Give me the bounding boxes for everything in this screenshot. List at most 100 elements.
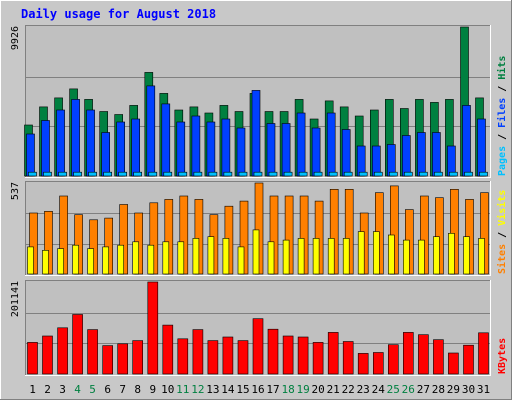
legend-entry-kbytes: KBytes bbox=[497, 338, 508, 374]
x-tick-label-day-26: 26 bbox=[402, 383, 415, 396]
bar-files-day-11 bbox=[176, 121, 186, 177]
bar-visits-day-8 bbox=[132, 241, 139, 275]
x-tick-label-day-2: 2 bbox=[44, 383, 51, 396]
bar-pages-day-25 bbox=[388, 171, 398, 177]
x-tick-label-day-8: 8 bbox=[134, 383, 141, 396]
x-tick-label-day-19: 19 bbox=[296, 383, 309, 396]
bar-files-day-13 bbox=[206, 121, 216, 177]
x-tick-label-day-27: 27 bbox=[417, 383, 430, 396]
bar-visits-day-22 bbox=[342, 238, 350, 275]
bar-pages-day-16 bbox=[253, 171, 263, 177]
x-tick-label-day-4: 4 bbox=[74, 383, 81, 396]
bar-kbytes-day-24 bbox=[372, 352, 384, 375]
bar-visits-day-31 bbox=[478, 238, 485, 275]
bar-visits-day-30 bbox=[463, 236, 470, 275]
panel-sites-visits: 537 Sites / Visits bbox=[10, 181, 508, 276]
x-tick-label-day-15: 15 bbox=[236, 383, 249, 396]
x-tick-label-day-23: 23 bbox=[357, 383, 370, 396]
bar-kbytes-day-27 bbox=[418, 334, 429, 375]
x-tick-label-day-20: 20 bbox=[311, 383, 324, 396]
bar-pages-day-13 bbox=[208, 171, 218, 177]
bar-kbytes-day-4 bbox=[72, 314, 83, 375]
bar-kbytes-day-28 bbox=[433, 339, 444, 375]
legend-entry-files: Files bbox=[496, 98, 508, 128]
legend-entry-pages: Pages bbox=[497, 146, 508, 176]
y-max-label: 537 bbox=[10, 182, 21, 200]
legend: Pages / Files / Hits bbox=[496, 56, 508, 176]
bar-files-day-17 bbox=[266, 123, 276, 177]
bar-kbytes-day-22 bbox=[342, 341, 354, 375]
bar-kbytes-day-11 bbox=[177, 338, 189, 375]
legend-entry-visits: Visits bbox=[496, 190, 508, 226]
bar-pages-day-1 bbox=[28, 171, 37, 177]
bar-files-day-28 bbox=[432, 132, 441, 177]
bar-pages-day-9 bbox=[148, 171, 158, 177]
bar-files-day-6 bbox=[101, 132, 110, 177]
bar-files-day-25 bbox=[386, 144, 396, 177]
bar-kbytes-day-20 bbox=[312, 342, 324, 375]
bar-files-day-23 bbox=[356, 145, 366, 177]
bar-files-day-2 bbox=[41, 120, 50, 177]
bar-files-day-12 bbox=[191, 115, 201, 177]
bar-kbytes-day-29 bbox=[448, 352, 459, 375]
bar-visits-day-12 bbox=[192, 238, 200, 275]
bar-kbytes-day-15 bbox=[237, 340, 249, 375]
bar-pages-day-4 bbox=[73, 171, 82, 177]
bar-visits-day-27 bbox=[418, 239, 425, 275]
bar-files-day-3 bbox=[56, 109, 65, 177]
bar-files-day-1 bbox=[26, 133, 35, 177]
bar-pages-day-19 bbox=[298, 171, 308, 177]
bar-kbytes-day-18 bbox=[282, 335, 294, 375]
x-tick-label-day-5: 5 bbox=[89, 383, 96, 396]
bar-pages-day-10 bbox=[163, 171, 173, 177]
bar-files-day-10 bbox=[161, 103, 171, 177]
bar-pages-day-15 bbox=[238, 171, 248, 177]
bar-pages-day-27 bbox=[419, 171, 428, 177]
bar-kbytes-day-26 bbox=[402, 332, 414, 375]
bar-files-day-9 bbox=[146, 85, 156, 177]
legend-entry-sites: Sites bbox=[496, 244, 508, 274]
bar-pages-day-2 bbox=[43, 171, 52, 177]
x-tick-label-day-30: 30 bbox=[462, 383, 475, 396]
bar-visits-day-14 bbox=[222, 238, 230, 275]
x-tick-label-day-9: 9 bbox=[149, 383, 156, 396]
bar-kbytes-day-5 bbox=[87, 329, 98, 375]
bar-files-day-31 bbox=[477, 118, 486, 177]
bar-kbytes-day-7 bbox=[117, 343, 128, 375]
x-tick-label-day-10: 10 bbox=[161, 383, 174, 396]
bar-visits-day-23 bbox=[357, 231, 365, 275]
bar-pages-day-5 bbox=[88, 171, 97, 177]
x-tick-label-day-29: 29 bbox=[447, 383, 460, 396]
bar-visits-day-21 bbox=[327, 238, 335, 275]
bar-kbytes-day-19 bbox=[297, 336, 309, 375]
bar-files-day-14 bbox=[221, 118, 231, 177]
bar-files-day-20 bbox=[311, 127, 321, 177]
bar-pages-day-26 bbox=[403, 171, 413, 177]
y-max-label: 201141 bbox=[10, 281, 21, 317]
bar-pages-day-28 bbox=[434, 171, 443, 177]
bar-pages-day-12 bbox=[193, 171, 203, 177]
bar-visits-day-2 bbox=[42, 250, 49, 275]
bar-visits-day-11 bbox=[177, 241, 185, 275]
bar-pages-day-8 bbox=[133, 171, 142, 177]
x-tick-label-day-12: 12 bbox=[191, 383, 204, 396]
bar-visits-day-25 bbox=[387, 234, 395, 275]
bar-visits-day-3 bbox=[57, 248, 64, 275]
legend: KBytes bbox=[497, 338, 508, 374]
bar-pages-day-17 bbox=[268, 171, 278, 177]
x-tick-label-day-14: 14 bbox=[221, 383, 235, 396]
bar-files-day-30 bbox=[462, 105, 471, 177]
bar-visits-day-9 bbox=[147, 244, 155, 275]
x-tick-label-day-7: 7 bbox=[119, 383, 126, 396]
bar-visits-day-6 bbox=[102, 246, 109, 275]
bar-pages-day-14 bbox=[223, 171, 233, 177]
bar-files-day-16 bbox=[251, 90, 261, 177]
bar-kbytes-day-30 bbox=[463, 344, 474, 375]
bar-visits-day-20 bbox=[312, 238, 320, 275]
bar-files-day-15 bbox=[236, 127, 246, 177]
bar-files-day-4 bbox=[71, 99, 80, 177]
bar-visits-day-19 bbox=[297, 238, 305, 275]
bar-kbytes-day-16 bbox=[252, 318, 264, 375]
bar-visits-day-28 bbox=[433, 236, 440, 275]
